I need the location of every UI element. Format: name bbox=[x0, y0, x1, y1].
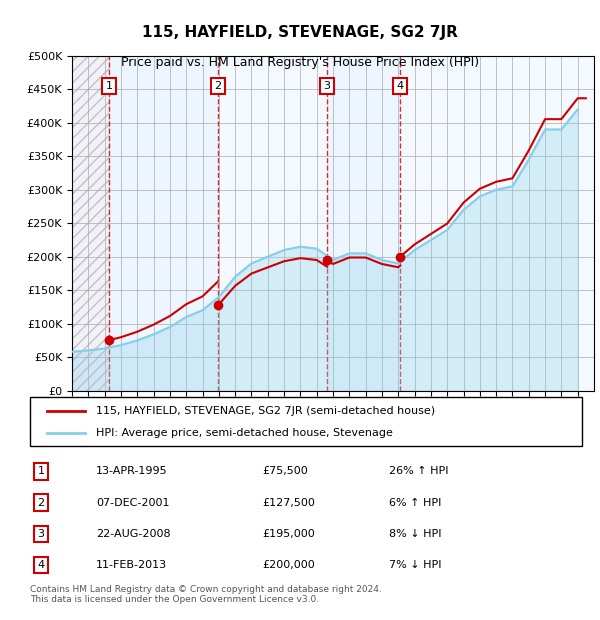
Text: HPI: Average price, semi-detached house, Stevenage: HPI: Average price, semi-detached house,… bbox=[96, 428, 393, 438]
Text: 13-APR-1995: 13-APR-1995 bbox=[96, 466, 168, 476]
Bar bbox=[400, 56, 594, 391]
Text: £195,000: £195,000 bbox=[262, 529, 314, 539]
Text: 2: 2 bbox=[214, 81, 221, 91]
Text: 22-AUG-2008: 22-AUG-2008 bbox=[96, 529, 171, 539]
Bar bbox=[72, 56, 109, 391]
Text: 2: 2 bbox=[37, 498, 44, 508]
Text: 11-FEB-2013: 11-FEB-2013 bbox=[96, 560, 167, 570]
Text: Price paid vs. HM Land Registry's House Price Index (HPI): Price paid vs. HM Land Registry's House … bbox=[121, 56, 479, 69]
Text: 3: 3 bbox=[38, 529, 44, 539]
Text: 26% ↑ HPI: 26% ↑ HPI bbox=[389, 466, 448, 476]
Text: £200,000: £200,000 bbox=[262, 560, 314, 570]
Bar bbox=[72, 56, 109, 391]
Text: 6% ↑ HPI: 6% ↑ HPI bbox=[389, 498, 441, 508]
FancyBboxPatch shape bbox=[30, 397, 582, 446]
Text: 4: 4 bbox=[397, 81, 404, 91]
Text: 115, HAYFIELD, STEVENAGE, SG2 7JR (semi-detached house): 115, HAYFIELD, STEVENAGE, SG2 7JR (semi-… bbox=[96, 405, 436, 415]
Text: 1: 1 bbox=[38, 466, 44, 476]
Text: 4: 4 bbox=[37, 560, 44, 570]
Bar bbox=[109, 56, 218, 391]
Text: 1: 1 bbox=[106, 81, 113, 91]
Text: 8% ↓ HPI: 8% ↓ HPI bbox=[389, 529, 442, 539]
Text: £127,500: £127,500 bbox=[262, 498, 315, 508]
Text: 115, HAYFIELD, STEVENAGE, SG2 7JR: 115, HAYFIELD, STEVENAGE, SG2 7JR bbox=[142, 25, 458, 40]
Text: Contains HM Land Registry data © Crown copyright and database right 2024.
This d: Contains HM Land Registry data © Crown c… bbox=[30, 585, 382, 604]
Text: 3: 3 bbox=[323, 81, 331, 91]
Text: £75,500: £75,500 bbox=[262, 466, 308, 476]
Bar bbox=[327, 56, 400, 391]
Bar bbox=[218, 56, 327, 391]
Text: 7% ↓ HPI: 7% ↓ HPI bbox=[389, 560, 442, 570]
Text: 07-DEC-2001: 07-DEC-2001 bbox=[96, 498, 170, 508]
